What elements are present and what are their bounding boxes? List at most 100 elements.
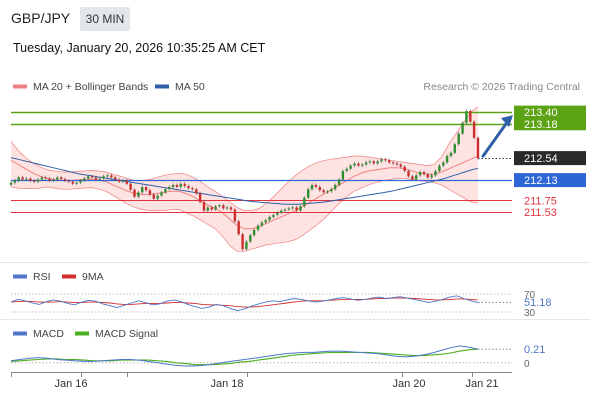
candle-body: [156, 195, 159, 199]
candle-body: [210, 207, 213, 210]
candle-body: [71, 181, 74, 184]
candle-body: [171, 184, 175, 187]
bollinger-band-fill: [11, 106, 478, 252]
candle-body: [287, 208, 291, 210]
candle-body: [384, 159, 387, 161]
candle-body: [307, 189, 310, 198]
forecast-arrow-shaft: [481, 119, 510, 158]
candle-body: [349, 165, 352, 169]
candle-body: [148, 190, 152, 195]
candle-body: [395, 163, 399, 165]
macd-last-value: 0.21: [524, 344, 545, 356]
pivot-level-value: 212.13: [524, 175, 558, 187]
candle-body: [372, 161, 375, 164]
candle-body: [44, 177, 47, 179]
bollinger-legend-label: MA 20 + Bollinger Bands: [33, 81, 148, 93]
candle-body: [17, 177, 20, 181]
rsi-line: [10, 295, 479, 312]
candle-body: [202, 202, 206, 211]
candle-body: [63, 179, 67, 181]
candle-body: [218, 205, 221, 207]
rsi-tick-label: 30: [524, 308, 536, 319]
candle-body: [13, 180, 17, 183]
rsi-ma-legend-label: 9MA: [82, 271, 104, 283]
candle-body: [222, 205, 225, 209]
candle-body: [33, 180, 36, 182]
resistance-level-value: 213.40: [524, 107, 558, 119]
candle-body: [330, 189, 333, 192]
rsi-last-value: 51.18: [524, 297, 552, 309]
candle-body: [29, 178, 32, 181]
candle-body: [310, 184, 314, 190]
candle-body: [117, 179, 121, 182]
candle-body: [326, 191, 329, 193]
candle-body: [9, 182, 13, 185]
candle-body: [110, 175, 113, 178]
candle-body: [461, 122, 464, 134]
candle-body: [249, 235, 252, 242]
candle-body: [79, 180, 82, 183]
candle-body: [472, 121, 476, 138]
candle-body: [264, 220, 267, 223]
candle-body: [206, 207, 209, 211]
resistance-level-tag: [514, 117, 586, 131]
candle-body: [237, 221, 240, 235]
time-axis-label: Jan 16: [54, 378, 87, 390]
candle-body: [60, 177, 63, 179]
research-credit: Research © 2026 Trading Central: [423, 81, 580, 93]
pivot-level-tag: [514, 173, 586, 188]
candle-body: [476, 137, 480, 159]
timeframe-button[interactable]: 30 MIN: [80, 7, 130, 31]
rsi-legend-label: RSI: [33, 271, 51, 283]
candle-body: [90, 176, 94, 178]
candle-body: [415, 175, 418, 180]
candle-body: [280, 210, 283, 213]
resistance-level-tag: [514, 105, 586, 119]
candle-body: [179, 183, 182, 187]
candle-body: [403, 166, 406, 171]
moving-averages: [10, 157, 479, 205]
candle-body: [434, 171, 437, 176]
rsi-tick-label: 70: [524, 290, 536, 301]
candle-body: [260, 222, 264, 226]
macd-signal-line: [10, 348, 479, 366]
candle-body: [164, 189, 167, 193]
candle-body: [183, 183, 186, 186]
candle-body: [322, 190, 325, 193]
chart-header: GBP/JPY 30 MIN Tuesday, January 20, 2026…: [0, 0, 590, 64]
bollinger-bands: [10, 106, 479, 252]
candle-body: [341, 171, 345, 180]
candle-body: [442, 162, 445, 166]
candle-body: [318, 187, 321, 191]
time-axis-label: Jan 21: [465, 378, 498, 390]
candle-body: [407, 171, 410, 177]
candle-body: [75, 182, 78, 184]
candle-body: [388, 160, 391, 163]
candle-body: [368, 161, 372, 163]
candle-body: [449, 152, 453, 156]
candle-body: [276, 212, 279, 215]
candle-body: [214, 206, 217, 210]
candle-body: [225, 207, 229, 209]
candle-body: [56, 177, 59, 180]
candle-body: [52, 179, 55, 181]
candle-body: [36, 179, 40, 182]
candle-body: [245, 241, 248, 250]
candle-body: [430, 175, 433, 178]
time-axis: Jan 16 Jan 18 Jan 20 Jan 21: [11, 372, 499, 390]
candle-body: [98, 178, 101, 180]
macd-plot: 00.21: [10, 344, 545, 370]
bollinger-upper-line: [10, 106, 479, 211]
macd-legend-label: MACD: [33, 328, 64, 340]
candle-body: [233, 209, 237, 222]
candle-body: [175, 184, 179, 187]
candle-body: [299, 206, 302, 211]
candle-body: [106, 175, 109, 177]
ma50-legend-label: MA 50: [175, 81, 205, 93]
candle-body: [353, 163, 356, 166]
chart-datetime: Tuesday, January 20, 2026 10:35:25 AM CE…: [13, 41, 266, 55]
candle-body: [376, 161, 379, 164]
candle-body: [357, 163, 360, 166]
